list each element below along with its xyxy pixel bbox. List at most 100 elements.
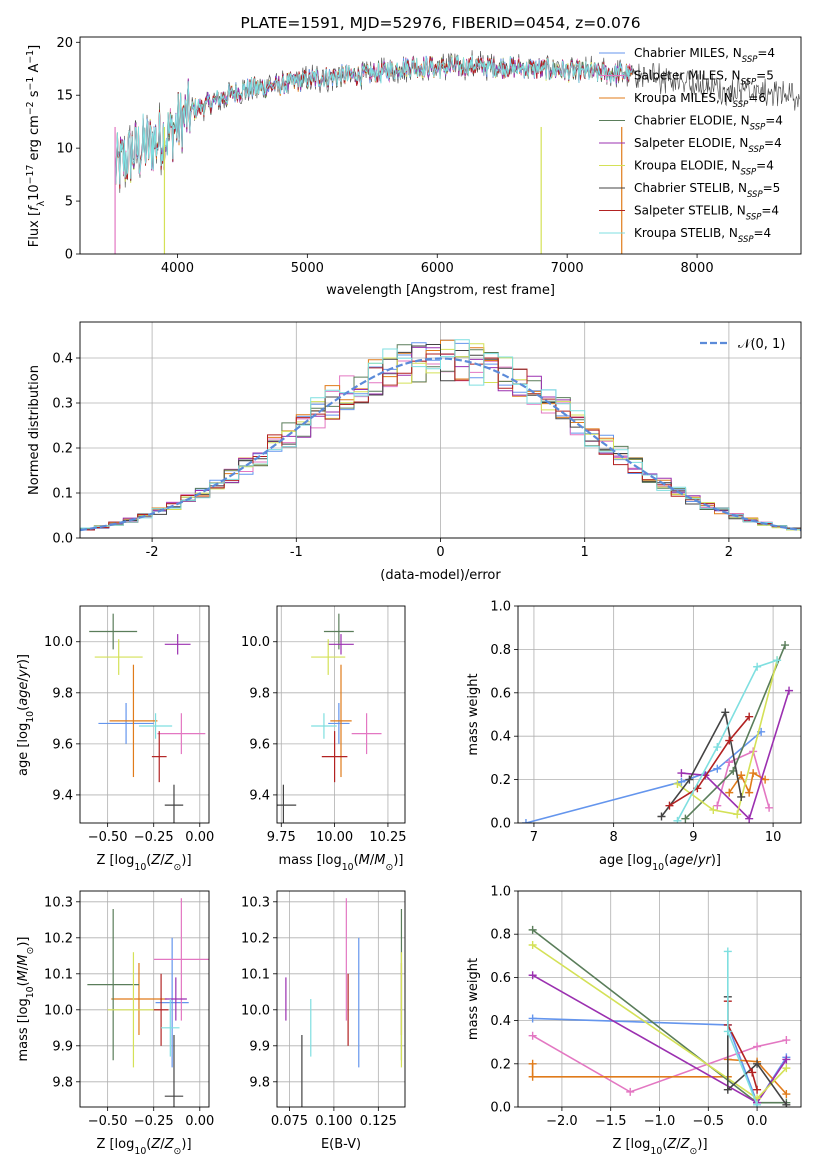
y-tick-label: 9.8: [52, 1075, 73, 1090]
x-tick-label: 9.75: [267, 830, 296, 845]
weight-marker: [753, 1042, 762, 1051]
x-axis-label: age [log10(age/yr)]: [599, 853, 721, 873]
label-part: age [log: [16, 723, 31, 776]
x-tick-label: 6000: [421, 261, 454, 276]
panel-5: 7 8 9 10 0.0 0.2 0.4 0.6 0.8 1.0 mass weight age [l…: [466, 600, 802, 873]
label-part: −17: [25, 165, 36, 185]
weight-marker: [723, 1085, 732, 1094]
gridlines: [277, 891, 405, 1107]
panel-7: 0.075 0.100 0.125 9.8 9.9 10.0 10.1 10.2 10.3 E(B…: [241, 890, 406, 1152]
label-part: ⊙: [174, 1146, 182, 1157]
label-part: Z [log: [612, 1137, 650, 1152]
label-part: M: [359, 853, 370, 868]
x-tick-label: 5000: [291, 261, 324, 276]
label-part: M: [16, 955, 31, 966]
legend-text: Kroupa ELODIE, N: [634, 159, 741, 173]
y-tick-label: 1.0: [490, 885, 511, 900]
spectrum-7: [114, 50, 800, 193]
error-bars: [89, 613, 206, 823]
x-axis-label: (data-model)/error: [380, 568, 501, 583]
label-part: age [log: [599, 853, 652, 868]
x-tick-label: -2: [146, 545, 159, 560]
weight-marker: [753, 1059, 762, 1068]
y-tick-label: 20: [56, 36, 73, 51]
label-part: )]: [16, 937, 31, 947]
weight-marker: [785, 686, 794, 695]
y-tick-label: 10.0: [44, 1003, 73, 1018]
chart-title: PLATE=1591, MJD=52976, FIBERID=0454, z=0…: [240, 14, 640, 32]
weight-marker: [673, 816, 682, 823]
x-axis-label: Z [log10(Z/Z⊙)]: [96, 853, 191, 873]
weight-marker: [745, 788, 754, 797]
weight-marker: [737, 792, 746, 801]
label-part: 10: [134, 1146, 146, 1157]
y-tick-label: 0.4: [490, 1014, 511, 1029]
label-part: )]: [711, 853, 721, 868]
label-part: 10: [25, 986, 36, 998]
label-part: λ: [36, 200, 47, 206]
y-axis-label: mass weight: [466, 958, 481, 1040]
label-part: f: [27, 204, 42, 211]
label-part: )]: [697, 1137, 707, 1152]
x-tick-label: −1.5: [595, 1114, 627, 1129]
legend-sub: SSP: [733, 100, 749, 110]
legend-sub: SSP: [747, 190, 763, 200]
x-tick-label: −2.0: [546, 1114, 578, 1129]
legend: 𝒩(0, 1): [700, 337, 785, 352]
weight-line-7: [660, 709, 742, 817]
label-part: ⊙: [386, 862, 394, 873]
x-axis-label: Z [log10(Z/Z⊙)]: [612, 1137, 707, 1157]
y-tick-label: 0.2: [52, 442, 73, 457]
label-part: −1: [25, 77, 36, 91]
weight-marker: [781, 641, 790, 650]
weight-line-2: [532, 1035, 787, 1093]
label-part: Z: [150, 1137, 161, 1152]
label-part: 10: [25, 711, 36, 723]
y-tick-label: 0.6: [490, 686, 511, 701]
label-part: s: [27, 90, 42, 101]
weight-marker: [681, 814, 690, 823]
y-tick-label: 9.8: [52, 686, 73, 701]
y-tick-label: 9.8: [249, 1075, 270, 1090]
y-tick-label: 10.3: [241, 895, 270, 910]
label-part: −2: [25, 101, 36, 115]
legend-text: Chabrier ELODIE, N: [634, 114, 750, 128]
x-tick-label: −0.25: [134, 1114, 174, 1129]
y-tick-label: 10.1: [241, 967, 270, 982]
panel-1: 4000 5000 6000 7000 8000 0 5 10 15 20 Chabrier MIL…: [25, 14, 802, 298]
y-tick-label: 0.0: [52, 532, 73, 547]
label-part: A: [27, 64, 42, 77]
legend-count: =4: [754, 226, 772, 240]
weight-marker: [685, 775, 694, 784]
weight-line-6: [676, 660, 778, 816]
legend-count: =4: [756, 159, 774, 173]
panel-3: −0.50 −0.25 0.009.49.69.810.0Z [log10(Z/Z⊙…: [16, 605, 214, 873]
y-tick-label: 0.0: [490, 817, 511, 832]
label-part: /: [370, 853, 375, 868]
weight-marker: [677, 769, 686, 778]
legend-count: =6: [748, 91, 766, 105]
legend-label: Salpeter STELIB, NSSP=4: [634, 204, 779, 223]
x-tick-label: 4000: [161, 261, 194, 276]
error-bars: [277, 613, 382, 823]
label-part: 10: [134, 862, 146, 873]
label-part: ⊙: [25, 947, 36, 955]
weight-marker: [725, 788, 734, 797]
weight-marker: [725, 736, 734, 745]
legend-text: Chabrier MILES, N: [634, 46, 742, 60]
y-tick-label: 10.2: [241, 931, 270, 946]
weight-marker: [709, 805, 718, 814]
weight-marker: [528, 941, 537, 949]
y-tick-label: 0.3: [52, 397, 73, 412]
label-part: Z: [666, 1137, 677, 1152]
label-part: yr: [697, 853, 713, 868]
label-part: (: [16, 981, 31, 986]
legend-count: =4: [757, 46, 775, 60]
label-part: Z [log: [96, 853, 134, 868]
y-tick-label: 0.0: [490, 1101, 511, 1116]
x-tick-label: 0: [436, 545, 444, 560]
histograms: [80, 339, 801, 533]
weight-marker: [745, 814, 754, 823]
x-tick-label: 0.0: [747, 1114, 768, 1129]
